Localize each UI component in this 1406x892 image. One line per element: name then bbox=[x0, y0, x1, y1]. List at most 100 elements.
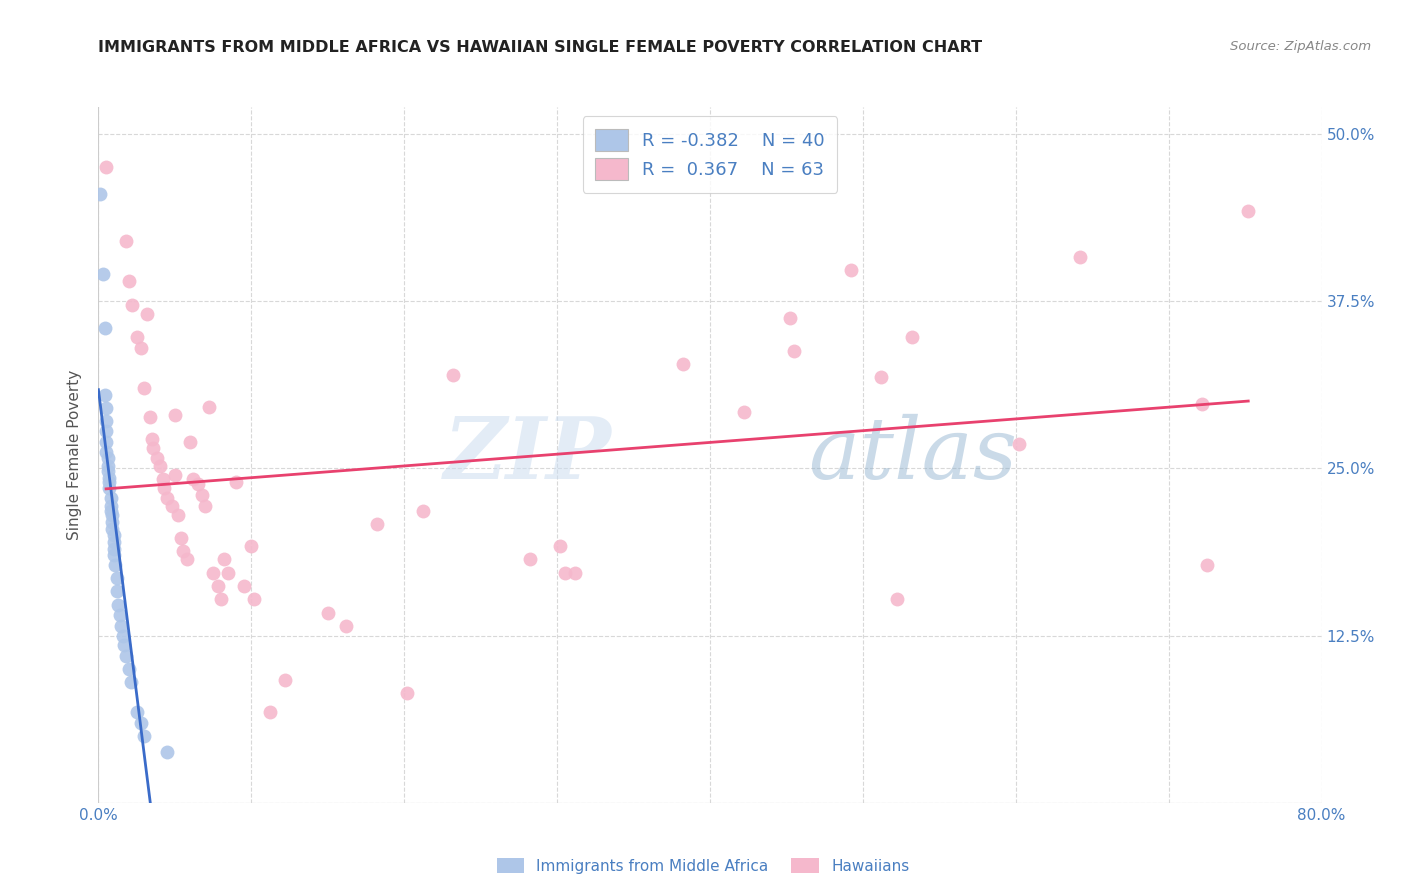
Point bbox=[839, 263, 862, 277]
Point bbox=[335, 619, 357, 633]
Point bbox=[142, 442, 165, 456]
Point bbox=[209, 592, 232, 607]
Point bbox=[145, 450, 167, 465]
Point bbox=[163, 468, 186, 483]
Point bbox=[1008, 437, 1031, 451]
Point bbox=[176, 552, 198, 566]
Point bbox=[103, 541, 125, 556]
Point bbox=[194, 499, 217, 513]
Point bbox=[232, 579, 254, 593]
Point bbox=[94, 424, 117, 438]
Point bbox=[98, 471, 121, 485]
Point bbox=[779, 311, 801, 326]
Point bbox=[225, 475, 247, 489]
Point bbox=[105, 584, 128, 599]
Point bbox=[243, 592, 266, 607]
Point bbox=[97, 450, 120, 465]
Point bbox=[101, 508, 124, 523]
Point bbox=[111, 628, 134, 642]
Point bbox=[94, 161, 117, 175]
Point bbox=[134, 729, 156, 743]
Point bbox=[396, 686, 419, 700]
Legend: R = -0.382    N = 40, R =  0.367    N = 63: R = -0.382 N = 40, R = 0.367 N = 63 bbox=[582, 116, 838, 193]
Point bbox=[112, 638, 135, 652]
Point bbox=[217, 566, 239, 580]
Text: ZIP: ZIP bbox=[444, 413, 612, 497]
Point bbox=[901, 330, 924, 344]
Point bbox=[1237, 204, 1260, 219]
Point bbox=[100, 491, 122, 505]
Point bbox=[129, 715, 152, 730]
Point bbox=[412, 504, 434, 518]
Point bbox=[548, 539, 571, 553]
Point bbox=[125, 705, 148, 719]
Point bbox=[156, 491, 179, 505]
Point bbox=[167, 508, 190, 523]
Point bbox=[134, 381, 156, 395]
Point bbox=[120, 675, 142, 690]
Point bbox=[139, 410, 162, 425]
Point bbox=[441, 368, 464, 382]
Point bbox=[103, 528, 125, 542]
Point bbox=[156, 745, 179, 759]
Point bbox=[129, 341, 152, 355]
Point bbox=[564, 566, 586, 580]
Point bbox=[197, 400, 219, 414]
Point bbox=[1069, 250, 1091, 264]
Point bbox=[179, 434, 201, 449]
Text: Source: ZipAtlas.com: Source: ZipAtlas.com bbox=[1230, 40, 1371, 54]
Text: IMMIGRANTS FROM MIDDLE AFRICA VS HAWAIIAN SINGLE FEMALE POVERTY CORRELATION CHAR: IMMIGRANTS FROM MIDDLE AFRICA VS HAWAIIA… bbox=[98, 40, 983, 55]
Point bbox=[101, 521, 124, 535]
Point bbox=[202, 566, 225, 580]
Point bbox=[172, 544, 194, 558]
Point bbox=[94, 434, 117, 449]
Legend: Immigrants from Middle Africa, Hawaiians: Immigrants from Middle Africa, Hawaiians bbox=[491, 852, 915, 880]
Point bbox=[191, 488, 214, 502]
Point bbox=[93, 321, 115, 335]
Point bbox=[187, 477, 209, 491]
Point bbox=[97, 458, 120, 473]
Point bbox=[259, 705, 281, 719]
Point bbox=[105, 571, 128, 585]
Point bbox=[519, 552, 541, 566]
Point bbox=[181, 472, 204, 486]
Point bbox=[94, 401, 117, 416]
Point bbox=[115, 234, 138, 248]
Point bbox=[870, 370, 893, 384]
Point bbox=[93, 388, 115, 402]
Point bbox=[121, 298, 143, 312]
Point bbox=[98, 475, 121, 489]
Point bbox=[101, 515, 124, 529]
Point bbox=[91, 268, 114, 282]
Point bbox=[1191, 397, 1213, 411]
Point bbox=[366, 517, 388, 532]
Point bbox=[671, 357, 693, 371]
Point bbox=[212, 552, 235, 566]
Point bbox=[110, 619, 132, 633]
Point bbox=[316, 606, 339, 620]
Point bbox=[783, 343, 806, 358]
Text: atlas: atlas bbox=[808, 414, 1017, 496]
Point bbox=[100, 504, 122, 518]
Point bbox=[136, 307, 159, 322]
Point bbox=[240, 539, 263, 553]
Point bbox=[94, 445, 117, 459]
Point bbox=[98, 482, 121, 496]
Point bbox=[554, 566, 576, 580]
Point bbox=[160, 499, 183, 513]
Point bbox=[149, 458, 172, 473]
Point bbox=[104, 558, 127, 572]
Point bbox=[97, 464, 120, 478]
Point bbox=[103, 548, 125, 563]
Y-axis label: Single Female Poverty: Single Female Poverty bbox=[67, 370, 83, 540]
Point bbox=[94, 415, 117, 429]
Point bbox=[141, 432, 163, 446]
Point bbox=[1195, 558, 1218, 572]
Point bbox=[886, 592, 908, 607]
Point bbox=[152, 472, 174, 486]
Point bbox=[170, 531, 193, 545]
Point bbox=[108, 608, 131, 623]
Point bbox=[103, 535, 125, 549]
Point bbox=[100, 499, 122, 513]
Point bbox=[125, 330, 148, 344]
